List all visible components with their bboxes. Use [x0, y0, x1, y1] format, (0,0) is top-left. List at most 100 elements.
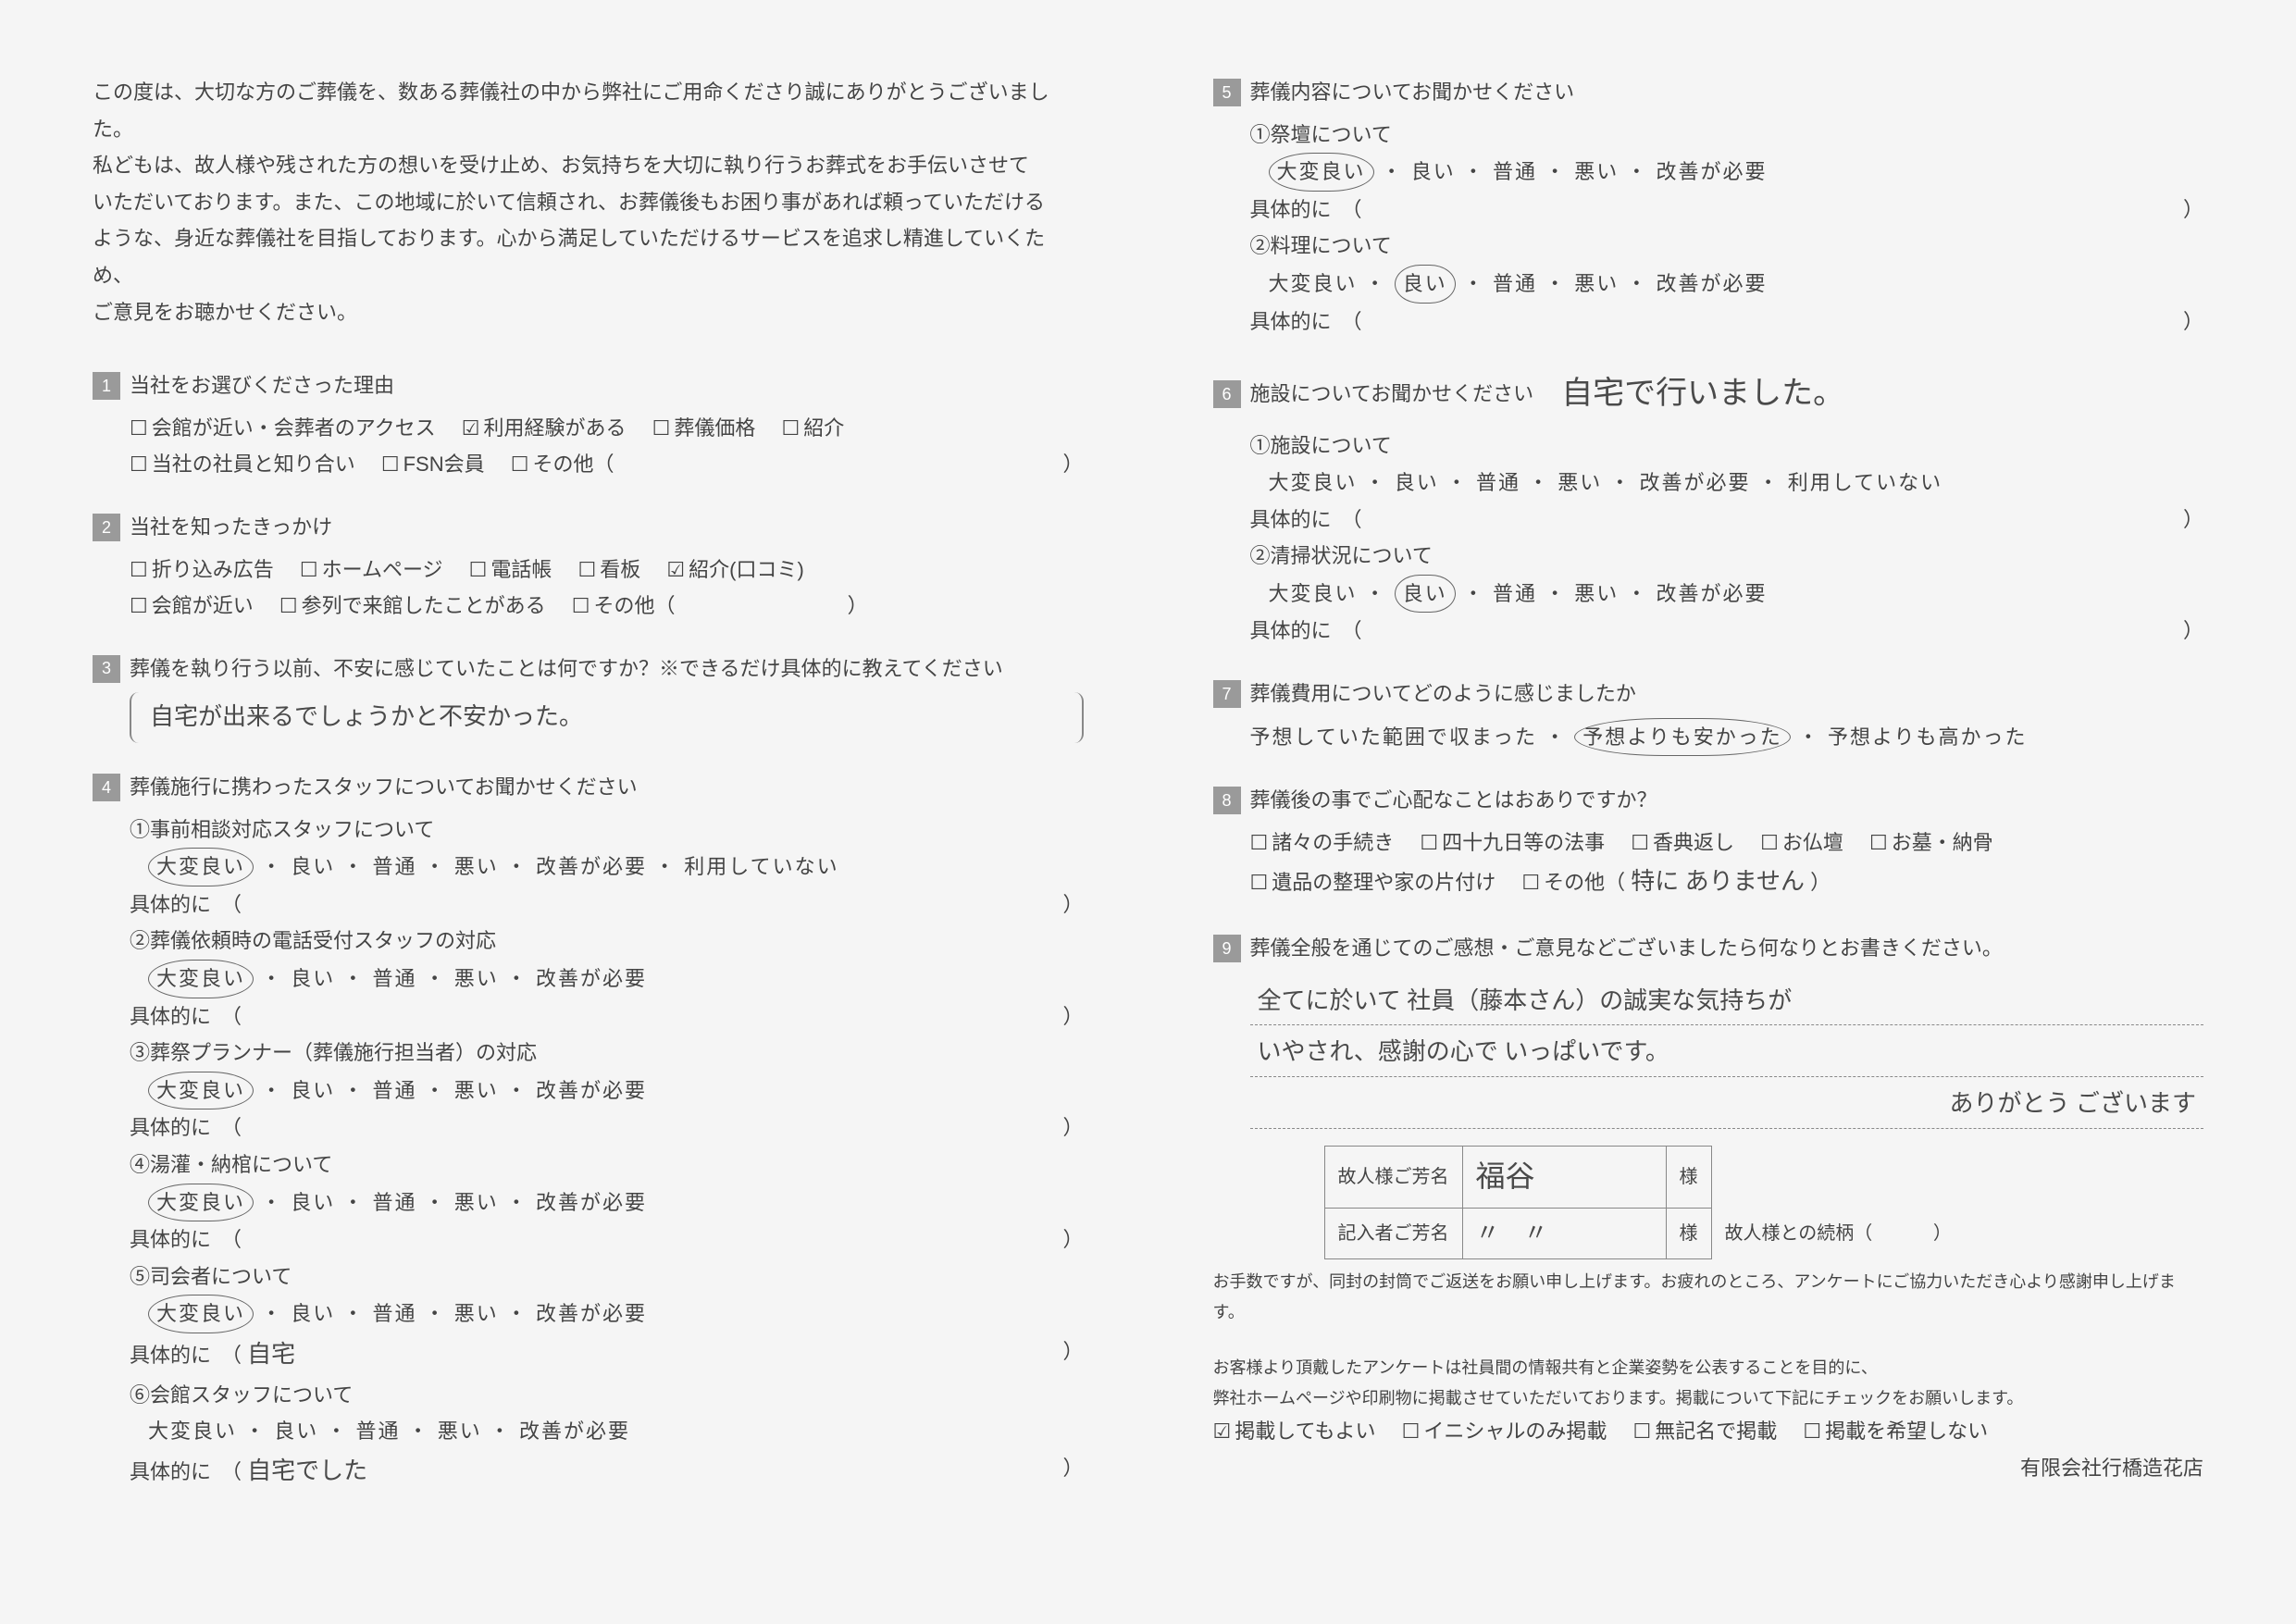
- s7-o3: 予想よりも高かった: [1828, 725, 2028, 749]
- s6q2-c: 普通: [1493, 582, 1537, 605]
- s8-o2: 四十九日等の法事: [1420, 831, 1605, 854]
- num-6: 6: [1213, 380, 1241, 408]
- s8-o6: 遺品の整理や家の片付け: [1250, 871, 1496, 894]
- s8-o1: 諸々の手続き: [1250, 831, 1395, 854]
- s4q5-d: 悪い: [454, 1302, 499, 1325]
- s2-o7: 参列で来館したことがある: [279, 594, 546, 617]
- s2-o8: その他（: [572, 594, 676, 617]
- name-table: 故人様ご芳名 福谷 様 記入者ご芳名 〃 〃 様 故人様との続柄（ ）: [1324, 1146, 1966, 1259]
- num-3: 3: [93, 655, 120, 683]
- s5q2-d: 悪い: [1574, 272, 1619, 295]
- s4q4-c: 普通: [373, 1191, 417, 1214]
- intro-l1: この度は、大切な方のご葬儀を、数ある葬儀社の中から弊社にご用命くださり誠にありが…: [93, 74, 1084, 147]
- s4q3-e: 改善が必要: [536, 1079, 647, 1102]
- s4q4-e: 改善が必要: [536, 1191, 647, 1214]
- s5q2-e: 改善が必要: [1657, 272, 1768, 295]
- row2-label: 記入者ご芳名: [1324, 1208, 1462, 1259]
- s4q1-d: 悪い: [454, 855, 499, 878]
- s6q2-b: 良い: [1395, 575, 1456, 614]
- s4-q5: ⑤司会者について: [93, 1258, 1084, 1295]
- s3-hand: 自宅が出来るでしょうかと不安かった。: [150, 696, 583, 739]
- section-1: 1 当社をお選びくださった理由 会館が近い・会葬者のアクセス 利用経験がある 葬…: [93, 367, 1084, 483]
- intro-l5: ご意見をお聴かせください。: [93, 294, 1084, 331]
- intro-text: この度は、大切な方のご葬儀を、数ある葬儀社の中から弊社にご用命くださり誠にありが…: [93, 74, 1084, 330]
- s5-q1: ①祭壇について: [1213, 117, 2204, 154]
- company-name: 有限会社行橋造花店: [1213, 1450, 2204, 1487]
- num-8: 8: [1213, 787, 1241, 814]
- s9-h2: いやされ、感謝の心で いっぱいです。: [1258, 1031, 1669, 1074]
- s4-q1-rating: 大変良い ・ 良い ・ 普通 ・ 悪い ・ 改善が必要 ・ 利用していない: [93, 848, 1084, 886]
- s8-hand: 特に ありません: [1631, 861, 1805, 904]
- section-7: 7 葬儀費用についてどのように感じましたか 予想していた範囲で収まった ・ 予想…: [1213, 676, 2204, 756]
- num-1: 1: [93, 372, 120, 400]
- s5-q2: ②料理について: [1213, 228, 2204, 265]
- s4q1-b: 良い: [291, 855, 335, 878]
- s6-hand: 自宅で行いました。: [1561, 366, 1844, 422]
- s4q6-g: 具体的に （: [130, 1460, 242, 1483]
- s4q1-gc: ）: [1062, 886, 1083, 924]
- s4q6-c: 普通: [356, 1419, 401, 1443]
- s6q2-a: 大変良い: [1269, 582, 1358, 605]
- s6q1-rating: 大変良い ・ 良い ・ 普通 ・ 悪い ・ 改善が必要 ・ 利用していない: [1213, 465, 2204, 502]
- s5q2-rating: 大変良い ・ 良い ・ 普通 ・ 悪い ・ 改善が必要: [1213, 265, 2204, 304]
- s4q5-c: 普通: [373, 1302, 417, 1325]
- section-2: 2 当社を知ったきっかけ 折り込み広告 ホームページ 電話帳 看板 紹介(口コミ…: [93, 509, 1084, 625]
- s8-o7: その他（: [1521, 871, 1625, 894]
- s1-opt3: 葬儀価格: [652, 416, 756, 440]
- section-9: 9 葬儀全般を通じてのご感想・ご意見などございましたら何なりとお書きください。 …: [1213, 930, 2204, 1327]
- s4q5-e: 改善が必要: [536, 1302, 647, 1325]
- s4q5-hand: 自宅: [247, 1333, 295, 1377]
- s2-o2: ホームページ: [300, 558, 443, 581]
- s5q1-d: 悪い: [1574, 160, 1619, 183]
- s4q6-d: 悪い: [438, 1419, 482, 1443]
- s8-close: ）: [1810, 871, 1831, 894]
- s6q2-d: 悪い: [1574, 582, 1619, 605]
- s4q1-g: 具体的に （: [130, 893, 242, 916]
- num-9: 9: [1213, 935, 1241, 962]
- intro-l4: ような、身近な葬儀社を目指しております。心から満足していただけるサービスを追求し…: [93, 220, 1084, 293]
- s5-title: 葬儀内容についてお聞かせください: [1250, 74, 1575, 111]
- s4q3-g: 具体的に （: [130, 1116, 242, 1139]
- survey-document: この度は、大切な方のご葬儀を、数ある葬儀社の中から弊社にご用命くださり誠にありが…: [93, 74, 2203, 1519]
- s4q5-b: 良い: [291, 1302, 335, 1325]
- s2-o6: 会館が近い: [130, 594, 254, 617]
- s4q6-b: 良い: [274, 1419, 318, 1443]
- s1-opt1: 会館が近い・会葬者のアクセス: [130, 416, 436, 440]
- s4q3-b: 良い: [291, 1079, 335, 1102]
- s6q1-f: 利用していない: [1788, 471, 1942, 494]
- s4q1-a: 大変良い: [148, 848, 254, 886]
- num-7: 7: [1213, 680, 1241, 708]
- s4-title: 葬儀施行に携わったスタッフについてお聞かせください: [130, 769, 638, 806]
- rel-label: 故人様との続柄（: [1725, 1223, 1873, 1244]
- s4q6-e: 改善が必要: [519, 1419, 630, 1443]
- s9-h1: 全てに於いて 社員（藤本さん）の誠実な気持ちが: [1258, 980, 1793, 1023]
- s1-opt5: 当社の社員と知り合い: [130, 452, 355, 476]
- s6q1-gc: ）: [2183, 502, 2203, 539]
- s7-options: 予想していた範囲で収まった ・ 予想よりも安かった ・ 予想よりも高かった: [1213, 718, 2204, 757]
- s1-opt2: 利用経験がある: [462, 416, 627, 440]
- s5q1-rating: 大変良い ・ 良い ・ 普通 ・ 悪い ・ 改善が必要: [1213, 153, 2204, 192]
- s6-title: 施設についてお聞かせください: [1250, 376, 1534, 413]
- s6q2-gc: ）: [2183, 613, 2203, 650]
- s6q2-g: 具体的に （: [1250, 619, 1362, 642]
- s8-o5: お墓・納骨: [1869, 831, 1993, 854]
- s8-title: 葬儀後の事でご心配なことはおありですか？: [1250, 782, 1657, 819]
- s6q2-rating: 大変良い ・ 良い ・ 普通 ・ 悪い ・ 改善が必要: [1213, 575, 2204, 614]
- s4-q4-rating: 大変良い ・ 良い ・ 普通 ・ 悪い ・ 改善が必要: [93, 1184, 1084, 1222]
- s9-h3: ありがとう ございます: [1949, 1083, 2196, 1126]
- num-4: 4: [93, 774, 120, 801]
- s4-q6-rating: 大変良い ・ 良い ・ 普通 ・ 悪い ・ 改善が必要: [93, 1413, 1084, 1450]
- s2-title: 当社を知ったきっかけ: [130, 509, 332, 546]
- s4q5-gc: ）: [1062, 1333, 1083, 1370]
- num-2: 2: [93, 514, 120, 541]
- s2-o4: 看板: [578, 558, 641, 581]
- s3-title: 葬儀を執り行う以前、不安に感じていたことは何ですか？※できるだけ具体的に教えてく…: [130, 651, 1003, 688]
- footer-o2: イニシャルのみ掲載: [1402, 1419, 1607, 1443]
- s7-o2: 予想よりも安かった: [1574, 718, 1791, 757]
- s4q3-d: 悪い: [454, 1079, 499, 1102]
- s4q2-a: 大変良い: [148, 960, 254, 998]
- s6q1-d: 悪い: [1558, 471, 1602, 494]
- s1-opt4: 紹介: [782, 416, 845, 440]
- footer-o4: 掲載を希望しない: [1803, 1419, 1988, 1443]
- s6-q2: ②清掃状況について: [1213, 538, 2204, 575]
